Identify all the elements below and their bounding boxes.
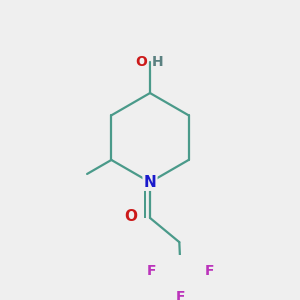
Text: F: F — [176, 290, 185, 300]
Text: O: O — [135, 56, 147, 69]
Text: H: H — [152, 56, 164, 69]
Text: F: F — [205, 265, 214, 278]
Text: F: F — [146, 265, 156, 278]
Text: N: N — [144, 175, 156, 190]
Text: O: O — [124, 209, 137, 224]
